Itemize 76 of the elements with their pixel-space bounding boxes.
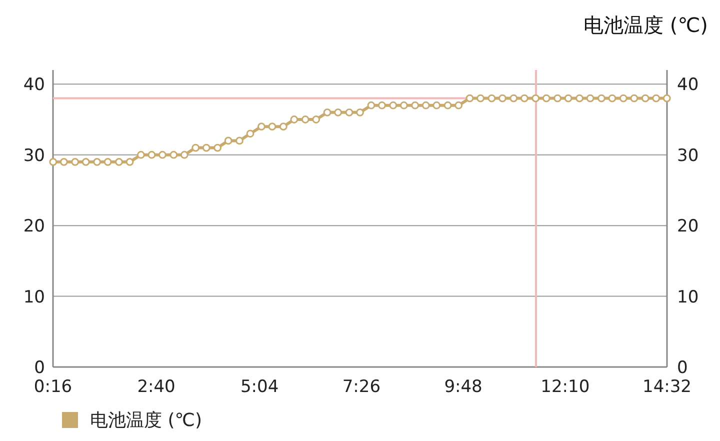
point: [93, 158, 101, 166]
point: [268, 122, 276, 131]
point: [476, 94, 484, 102]
point: [60, 158, 68, 166]
point: [236, 136, 244, 145]
point: [532, 94, 540, 102]
point: [323, 108, 332, 116]
point: [180, 150, 188, 159]
point: [290, 116, 298, 124]
point: [542, 94, 550, 102]
point: [586, 94, 594, 102]
point: [432, 101, 441, 110]
point: [279, 122, 288, 131]
point: [312, 116, 320, 124]
point: [126, 158, 134, 166]
y-tick-label: 30: [23, 146, 45, 166]
point: [422, 101, 430, 110]
point: [224, 136, 232, 145]
point: [136, 150, 145, 159]
point: [170, 150, 178, 159]
point: [510, 94, 518, 102]
point: [576, 94, 584, 102]
x-tick-label: 9:48: [444, 377, 482, 397]
point: [597, 94, 606, 102]
point: [411, 101, 420, 110]
point: [214, 144, 222, 152]
point: [630, 94, 638, 102]
y-tick-label: 40: [23, 75, 45, 96]
point: [564, 94, 572, 102]
x-tick-label: 7:26: [342, 377, 381, 397]
point: [71, 158, 80, 166]
point: [192, 144, 200, 152]
point: [641, 94, 650, 102]
point: [367, 101, 376, 110]
point: [202, 144, 210, 152]
x-tick-label: 5:04: [240, 377, 279, 397]
point: [520, 94, 528, 102]
legend-label: 电池温度 (℃): [90, 410, 202, 431]
point: [148, 150, 156, 159]
y-tick-label: 10: [23, 287, 45, 308]
point: [49, 158, 58, 166]
point: [444, 101, 452, 110]
point: [257, 122, 266, 131]
y-tick-label: 0: [34, 358, 45, 378]
point: [608, 94, 616, 102]
y-tick-label: 20: [23, 216, 45, 237]
x-tick-label: 2:40: [137, 377, 176, 397]
y2-tick-label: 30: [677, 146, 699, 166]
point: [652, 94, 660, 102]
point: [158, 150, 166, 159]
point: [400, 101, 408, 110]
point: [246, 130, 254, 138]
point: [82, 158, 90, 166]
x-tick-label: 14:32: [642, 377, 692, 397]
point: [334, 108, 342, 116]
point: [619, 94, 628, 102]
chart-title: 电池温度 (℃): [584, 13, 708, 37]
point: [301, 116, 310, 124]
point: [498, 94, 506, 102]
x-tick-label: 12:10: [540, 377, 590, 397]
y2-tick-label: 0: [677, 358, 688, 378]
y2-tick-label: 10: [677, 287, 699, 308]
point: [454, 101, 463, 110]
x-tick-label: 0:16: [34, 377, 72, 397]
y2-tick-label: 20: [677, 216, 699, 237]
point: [662, 94, 671, 102]
point: [356, 108, 364, 116]
point: [378, 101, 386, 110]
y2-tick-label: 40: [677, 75, 699, 96]
point: [345, 108, 354, 116]
point: [554, 94, 562, 102]
point: [488, 94, 496, 102]
point: [104, 158, 112, 166]
point: [466, 94, 474, 102]
point: [115, 158, 123, 166]
point: [389, 101, 398, 110]
